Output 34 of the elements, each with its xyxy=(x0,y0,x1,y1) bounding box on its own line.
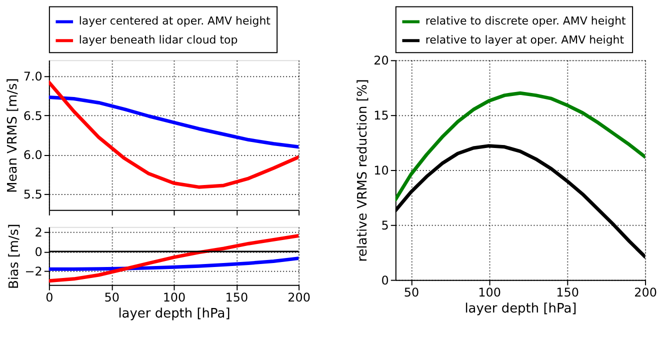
x-tick-label: 200 xyxy=(634,285,657,300)
y-tick-label: 2 xyxy=(34,225,42,240)
y-axis-title: relative VRMS reduction [%] xyxy=(356,79,371,262)
x-tick-label: 50 xyxy=(104,290,120,304)
line-series xyxy=(395,91,646,202)
y-tick-label: 5 xyxy=(381,218,389,232)
y-tick-label: 10 xyxy=(374,163,389,178)
line-series xyxy=(48,95,299,149)
legend-label: relative to discrete oper. AMV height xyxy=(425,14,627,28)
y-axis-title: Bias [m/s] xyxy=(6,224,22,289)
y-tick-label: 20 xyxy=(374,54,389,68)
line-series xyxy=(48,80,299,189)
y-tick-label: −2 xyxy=(24,264,42,279)
x-tick-label: 100 xyxy=(162,290,186,304)
y-tick-label: 5.5 xyxy=(23,188,42,202)
legend-label: relative to layer at oper. AMV height xyxy=(425,34,625,47)
x-tick-label: 150 xyxy=(556,285,579,300)
y-tick-label: 15 xyxy=(374,108,389,123)
x-tick-label: 200 xyxy=(288,290,310,304)
x-tick-label: 100 xyxy=(478,285,501,300)
x-tick-label: 50 xyxy=(404,285,420,300)
y-tick-label: 7.0 xyxy=(23,69,42,84)
y-tick-label: 6.0 xyxy=(23,148,42,162)
y-tick-label: 6.5 xyxy=(23,108,42,123)
x-axis-title: layer depth [hPa] xyxy=(118,306,230,322)
y-tick-label: 0 xyxy=(34,244,42,259)
x-tick-label: 0 xyxy=(46,290,54,304)
line-series xyxy=(48,256,299,271)
x-tick-label: 150 xyxy=(225,290,248,304)
legend-label: layer centered at oper. AMV height xyxy=(78,14,272,28)
y-tick-label: 0 xyxy=(381,273,389,288)
y-axis-title: Mean VRMS [m/s] xyxy=(5,78,20,193)
x-axis-title: layer depth [hPa] xyxy=(464,301,577,316)
legend-label: layer beneath lidar cloud top xyxy=(78,34,238,47)
